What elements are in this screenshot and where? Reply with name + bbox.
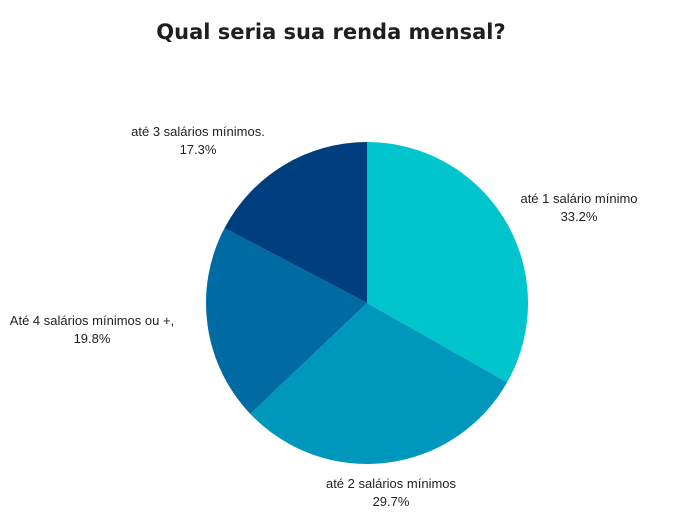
slice-label-3: Até 4 salários mínimos ou +, [10, 313, 174, 328]
pie-slice-2 [250, 303, 508, 465]
slice-labels: até 1 salário mínimo 33.2% até 2 salários … [10, 124, 638, 509]
pie-slice-3 [205, 228, 367, 414]
pie-slice-1 [367, 142, 529, 383]
slice-label-4: até 3 salários mínimos. [131, 124, 265, 139]
slice-value-3: 19.8% [74, 331, 111, 346]
pie-slice-4 [224, 142, 367, 303]
slice-label-1: até 1 salário mínimo [520, 191, 637, 206]
slice-value-1: 33.2% [561, 209, 598, 224]
slice-value-4: 17.3% [180, 142, 217, 157]
slice-label-2: até 2 salários mínimos [326, 476, 457, 491]
pie-slices [205, 142, 529, 465]
slice-value-2: 29.7% [373, 494, 410, 509]
chart-title: Qual seria sua renda mensal? [156, 20, 505, 44]
